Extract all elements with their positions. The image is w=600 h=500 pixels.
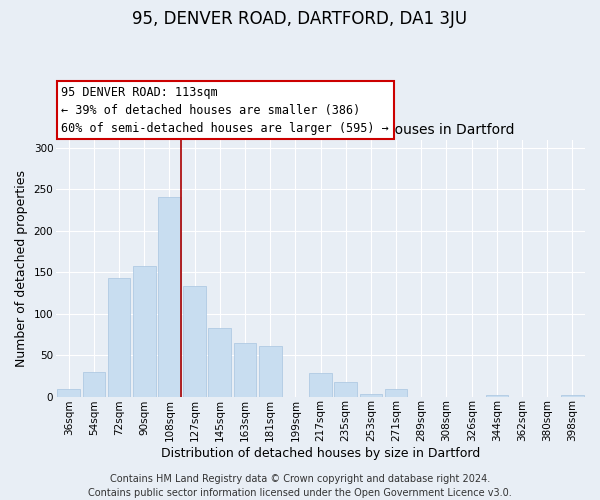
Y-axis label: Number of detached properties: Number of detached properties <box>15 170 28 366</box>
Text: Contains HM Land Registry data © Crown copyright and database right 2024.
Contai: Contains HM Land Registry data © Crown c… <box>88 474 512 498</box>
Bar <box>58 389 80 396</box>
Bar <box>485 395 508 396</box>
Bar <box>359 394 382 396</box>
Bar <box>385 389 407 396</box>
Bar <box>183 286 206 397</box>
Bar <box>208 328 231 396</box>
X-axis label: Distribution of detached houses by size in Dartford: Distribution of detached houses by size … <box>161 447 480 460</box>
Bar <box>561 395 584 396</box>
Bar <box>309 374 332 396</box>
Bar <box>233 342 256 396</box>
Bar <box>133 266 155 396</box>
Text: 95, DENVER ROAD, DARTFORD, DA1 3JU: 95, DENVER ROAD, DARTFORD, DA1 3JU <box>133 10 467 28</box>
Bar <box>108 278 130 396</box>
Title: Size of property relative to detached houses in Dartford: Size of property relative to detached ho… <box>126 123 515 137</box>
Bar <box>334 382 357 396</box>
Bar <box>158 197 181 396</box>
Bar <box>259 346 281 397</box>
Bar <box>83 372 105 396</box>
Text: 95 DENVER ROAD: 113sqm
← 39% of detached houses are smaller (386)
60% of semi-de: 95 DENVER ROAD: 113sqm ← 39% of detached… <box>61 86 389 134</box>
